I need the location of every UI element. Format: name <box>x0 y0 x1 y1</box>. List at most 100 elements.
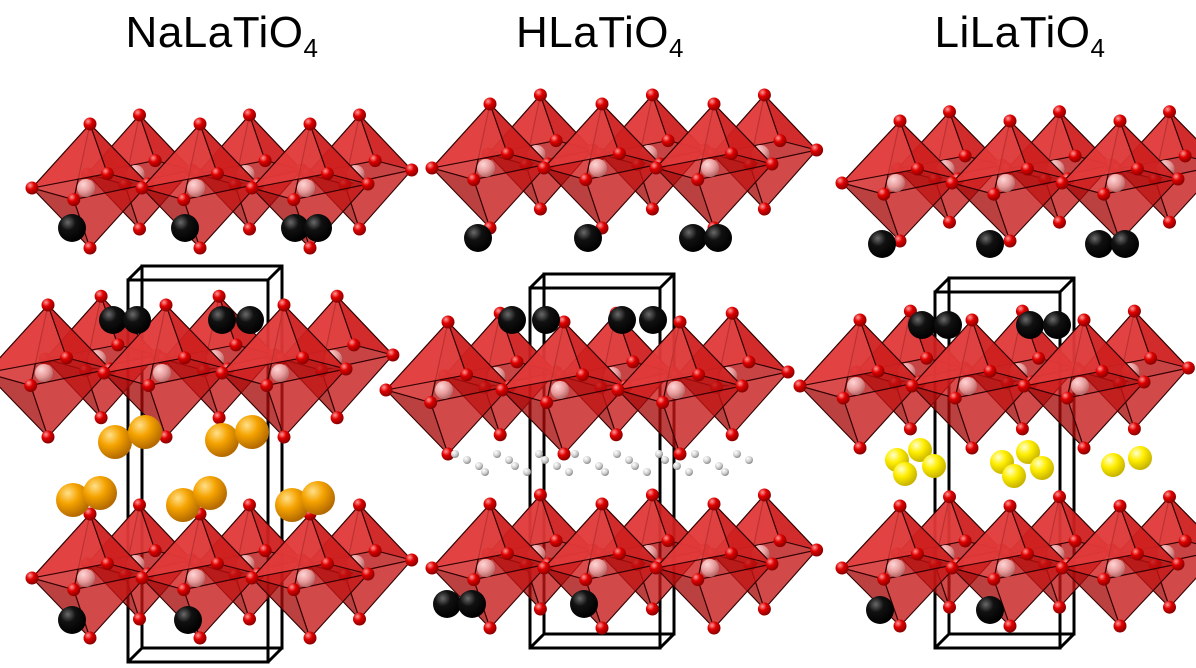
oxygen-atom <box>258 154 272 168</box>
oxygen-atom <box>853 441 867 455</box>
octahedron-face <box>842 381 922 450</box>
oxygen-atom <box>148 154 162 168</box>
oxygen-atom <box>320 167 334 181</box>
lithium-atom <box>1030 456 1054 480</box>
titanate-layers <box>0 88 1196 645</box>
oxygen-atom <box>405 163 419 177</box>
oxygen-atom <box>243 222 256 236</box>
octahedron <box>945 114 1075 248</box>
oxygen-atom <box>441 315 455 329</box>
oxygen-atom <box>1130 547 1144 561</box>
lanthanum-atom <box>639 306 667 334</box>
lanthanum-atom <box>532 306 560 334</box>
lanthanum-atom <box>1085 230 1113 258</box>
oxygen-atom <box>24 379 38 393</box>
octahedron-face <box>429 385 512 456</box>
oxygen-atom <box>945 176 959 190</box>
oxygen-atom <box>533 202 547 216</box>
lithium-atom <box>893 462 917 486</box>
oxygen-atom <box>287 583 301 597</box>
oxygen-atom <box>1020 547 1034 561</box>
oxygen-atom <box>83 507 97 521</box>
oxygen-atom <box>41 298 55 312</box>
oxygen-atom <box>1163 105 1176 119</box>
octahedron <box>537 97 667 235</box>
octahedron-face <box>859 319 922 384</box>
oxygen-atom <box>510 355 524 369</box>
sodium-atom <box>275 488 309 522</box>
octahedron <box>611 315 749 461</box>
octahedron-face <box>447 321 512 388</box>
hydrogen-atom <box>745 456 753 464</box>
oxygen-atom <box>320 557 334 571</box>
oxygen-atom <box>691 573 705 587</box>
oxygen-atom <box>330 411 344 425</box>
oxygen-atom <box>533 488 547 502</box>
oxygen-atom <box>100 167 114 181</box>
formula-subscript: 4 <box>1090 33 1106 63</box>
lanthanum-atom <box>58 214 86 242</box>
oxygen-atom <box>303 241 317 255</box>
hydrogen-atom <box>463 456 471 464</box>
octahedron-face <box>283 304 348 371</box>
oxygen-atom <box>773 534 787 548</box>
sodium-atom <box>301 481 335 515</box>
oxygen-atom <box>1137 375 1151 389</box>
oxygen-atom <box>1053 105 1066 119</box>
octahedron-face <box>358 504 414 562</box>
formula-subscript: 4 <box>303 33 319 63</box>
titanium-atom <box>187 179 205 197</box>
oxygen-atom <box>853 313 867 327</box>
octahedron-face <box>1133 310 1191 370</box>
oxygen-atom <box>1181 361 1195 375</box>
titanium-atom <box>187 569 205 587</box>
hydrogen-atom <box>601 468 609 476</box>
lanthanum-atom <box>574 224 602 252</box>
oxygen-atom <box>83 117 97 131</box>
oxygen-atom <box>1015 422 1029 436</box>
lithium-atom <box>908 438 932 462</box>
oxygen-atom <box>765 157 779 171</box>
hydrogen-atom <box>655 450 663 458</box>
oxygen-atom <box>905 379 919 393</box>
hydrogen-atom <box>553 462 561 470</box>
octahedron-face <box>954 381 1034 450</box>
titanium-atom <box>477 159 495 177</box>
lanthanum-atom <box>976 230 1004 258</box>
oxygen-atom <box>178 351 192 365</box>
octahedron-face <box>971 319 1034 384</box>
unit-cell <box>126 264 284 664</box>
unit-cell <box>528 272 676 650</box>
lanthanum-atom <box>868 230 896 258</box>
oxygen-atom <box>303 631 317 645</box>
lanthanum-atom <box>570 590 598 618</box>
octahedron-face <box>1083 319 1146 384</box>
octahedron-face <box>309 123 370 186</box>
unit-cell-back <box>140 264 284 650</box>
hydrogen-atom <box>493 450 501 458</box>
oxygen-atom <box>645 88 659 102</box>
hydrogen-atom <box>613 450 621 458</box>
octahedron-face <box>899 505 960 566</box>
titanium-atom <box>435 381 453 399</box>
oxygen-atom <box>133 108 146 122</box>
oxygen-atom <box>987 187 1001 201</box>
oxygen-atom <box>67 193 81 207</box>
lanthanum-atom <box>1111 230 1139 258</box>
octahedron-face <box>165 304 230 371</box>
unit-cell-edge <box>126 646 144 664</box>
oxygen-atom <box>958 534 972 548</box>
oxygen-atom <box>148 544 162 558</box>
oxygen-atom <box>212 411 226 425</box>
octahedron-face <box>1066 381 1146 450</box>
oxygen-atom <box>579 173 593 187</box>
octahedron <box>245 507 375 645</box>
octahedron-face <box>763 94 819 152</box>
oxygen-atom <box>493 428 507 442</box>
lanthanum-atom <box>908 311 936 339</box>
oxygen-atom <box>910 162 924 176</box>
titanium-atom <box>1107 559 1125 577</box>
oxygen-atom <box>757 602 771 616</box>
oxygen-atom <box>810 143 824 157</box>
oxygen-atom <box>661 134 675 148</box>
